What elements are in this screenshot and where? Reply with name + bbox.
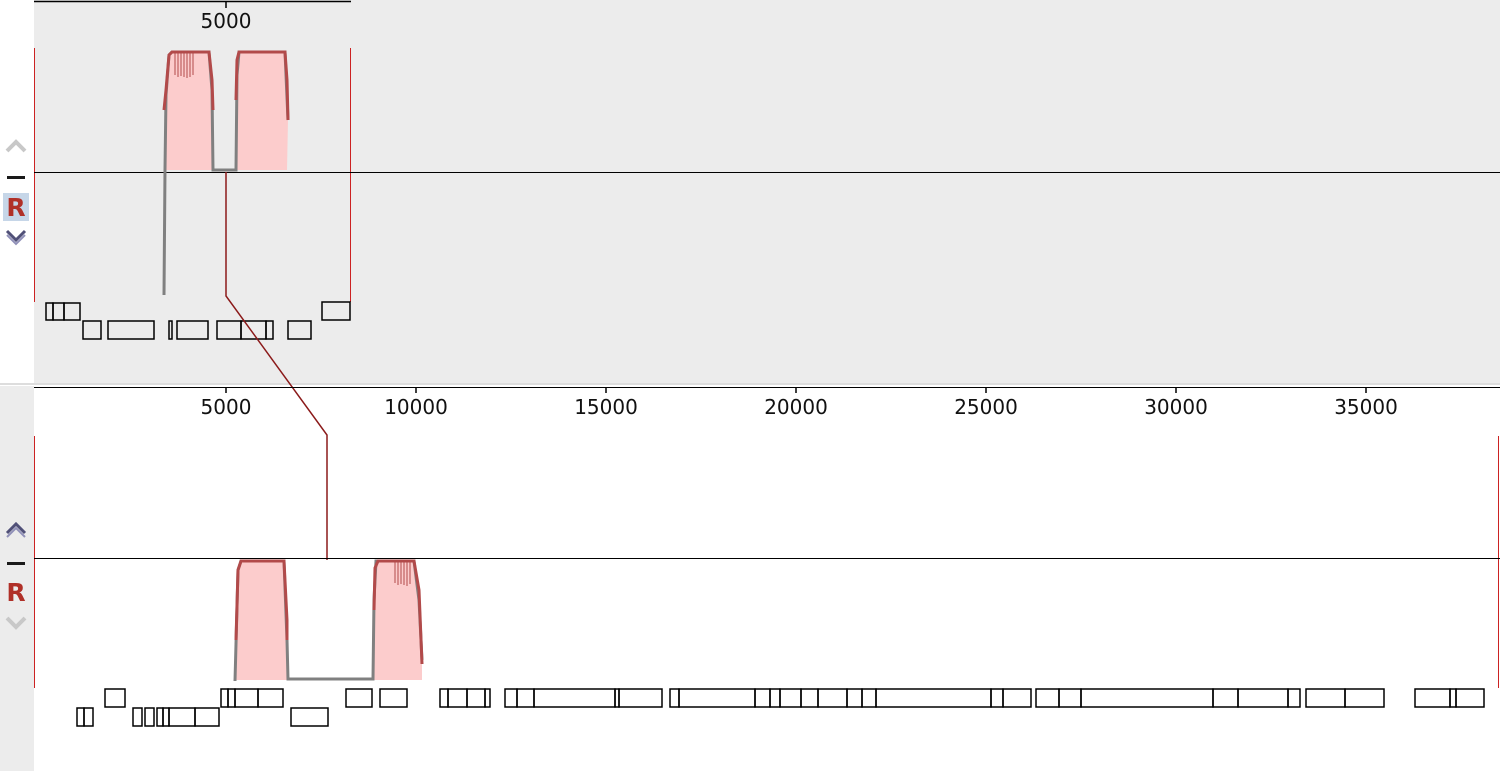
ruler-tick-label: 30000: [1144, 395, 1208, 419]
coverage-block: [165, 52, 213, 170]
bottom-reverse-button[interactable]: R: [3, 578, 29, 606]
coverage-line: [234, 50, 290, 121]
feature-box[interactable]: [290, 707, 329, 727]
top-reverse-button[interactable]: R: [3, 193, 29, 221]
minus-icon: [7, 175, 25, 179]
top-minimize-button[interactable]: [3, 167, 29, 187]
bottom-coverage-track: [233, 559, 424, 682]
top-move-up-button[interactable]: [3, 135, 29, 155]
top-feature-track: [45, 301, 351, 340]
feature-box[interactable]: [168, 320, 173, 340]
bottom-ruler: 5000 10000 15000 20000 25000 30000 35000: [201, 387, 1398, 419]
chevron-up-icon: [5, 522, 27, 538]
coverage-line: [162, 50, 215, 111]
feature-box[interactable]: [194, 707, 220, 727]
feature-box[interactable]: [345, 688, 373, 708]
ruler-tick-label: 5000: [201, 9, 252, 33]
feature-box[interactable]: [104, 688, 126, 708]
feature-box[interactable]: [618, 688, 663, 708]
coverage-block: [236, 52, 288, 170]
chevron-up-icon: [5, 139, 27, 153]
reverse-label: R: [6, 577, 26, 607]
feature-box[interactable]: [1344, 688, 1385, 708]
ruler-tick-label: 10000: [384, 395, 448, 419]
coverage-block: [373, 561, 422, 680]
coverage-spikes: [394, 561, 411, 586]
bottom-move-up-button[interactable]: [3, 521, 29, 541]
feature-box[interactable]: [132, 707, 143, 727]
feature-box[interactable]: [1455, 688, 1485, 708]
chevron-down-icon: [5, 229, 27, 246]
ruler-tick-label: 20000: [764, 395, 828, 419]
top-move-down-button[interactable]: [3, 227, 29, 247]
top-panel-gutter: [0, 0, 34, 383]
feature-box[interactable]: [107, 320, 155, 340]
ruler-tick-label: 35000: [1334, 395, 1398, 419]
coverage-spikes: [174, 52, 194, 78]
feature-box[interactable]: [83, 707, 94, 727]
coverage-line: [372, 559, 424, 665]
bottom-move-down-button[interactable]: [3, 613, 29, 633]
feature-box[interactable]: [265, 320, 274, 340]
feature-box[interactable]: [379, 688, 408, 708]
feature-box[interactable]: [257, 688, 284, 708]
feature-box[interactable]: [144, 707, 155, 727]
ruler-tick-label: 5000: [201, 395, 252, 419]
homology-link-line[interactable]: [225, 172, 328, 560]
feature-box[interactable]: [63, 302, 81, 321]
minus-icon: [7, 561, 25, 565]
top-coverage-track: [162, 50, 290, 296]
feature-box[interactable]: [321, 301, 351, 321]
feature-box[interactable]: [287, 320, 312, 340]
ruler-tick-label: 15000: [574, 395, 638, 419]
bottom-panel-gutter: [0, 386, 34, 771]
top-ruler: 5000: [34, 0, 351, 33]
coverage-line: [234, 559, 289, 641]
bottom-feature-track: [76, 688, 1485, 727]
feature-box[interactable]: [1287, 688, 1301, 708]
coverage-block: [236, 561, 287, 680]
feature-box[interactable]: [1002, 688, 1032, 708]
bottom-minimize-button[interactable]: [3, 553, 29, 573]
feature-box[interactable]: [176, 320, 209, 340]
ruler-tick-label: 25000: [954, 395, 1018, 419]
feature-box[interactable]: [82, 320, 102, 340]
reverse-label: R: [6, 192, 26, 222]
feature-box[interactable]: [484, 688, 491, 708]
chevron-down-icon: [5, 616, 27, 630]
